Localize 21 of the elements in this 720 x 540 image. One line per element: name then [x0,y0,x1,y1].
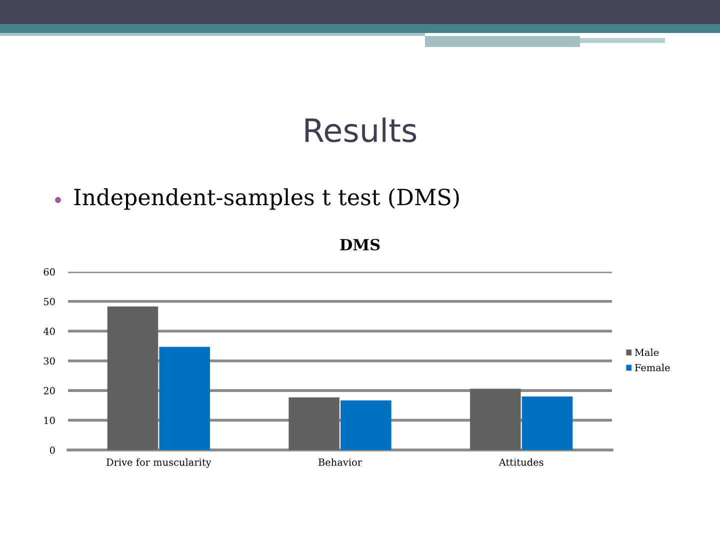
x-tick-label: Behavior [318,458,362,466]
y-tick-label: 30 [44,357,55,365]
y-tick-label: 40 [43,328,55,335]
y-tick-label: 50 [44,298,55,306]
bar [288,397,340,450]
legend-label: Female [634,364,670,372]
bar [470,388,521,450]
y-tick-label: 10 [44,416,55,424]
bar [340,400,392,450]
x-tick-label: Attitudes [498,458,544,466]
bar [107,306,158,450]
y-tick-label: 0 [50,446,55,454]
legend-label: Male [634,348,659,356]
y-tick-label: 20 [44,387,55,394]
y-tick-label: 60 [44,268,55,276]
chart-title: Results [305,118,416,142]
chart-subtitle: Independent-samples t test (DMS) [74,188,459,210]
bar [159,346,210,450]
text: DMS [340,238,380,250]
bar [522,396,573,450]
x-tick-label: Drive for muscularity [106,458,212,468]
